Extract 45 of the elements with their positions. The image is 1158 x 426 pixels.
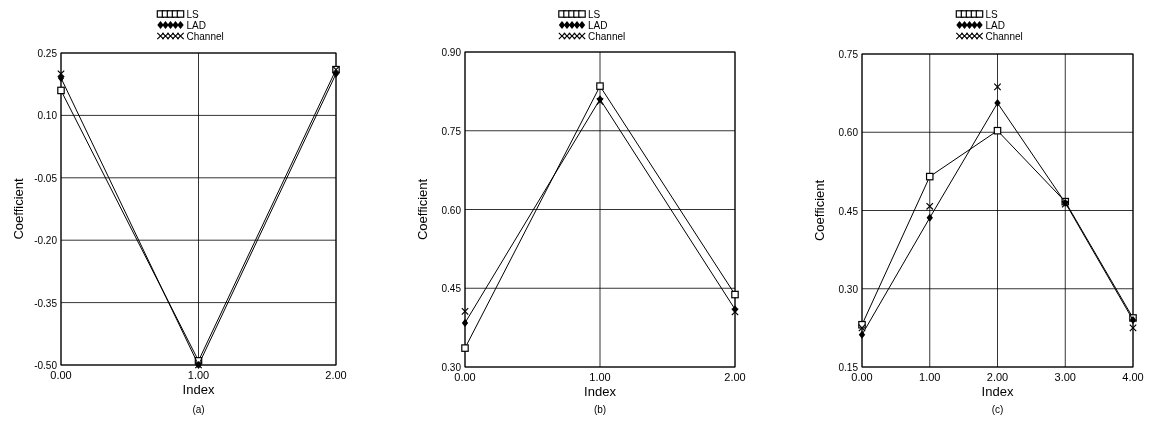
x-axis-title: Index [981, 384, 1014, 399]
text: (a) [192, 404, 205, 415]
y-tick-label: 0.90 [441, 47, 462, 58]
y-tick-label: 0.60 [441, 204, 462, 216]
x-tick-label: 1.00 [589, 371, 611, 383]
x-tick-label: 4.00 [1122, 371, 1144, 383]
text: (c) [991, 404, 1004, 415]
legend-label: Channel [186, 31, 224, 42]
y-tick-label: 0.10 [37, 110, 58, 122]
legend-label: LAD [985, 20, 1005, 31]
y-tick-label: 0.25 [37, 48, 58, 59]
x-tick-label: 1.00 [919, 371, 941, 383]
x-tick-label: 2.00 [986, 371, 1009, 383]
y-tick-label: 0.15 [838, 362, 859, 373]
text: (b) [593, 404, 607, 415]
y-tick-label: -0.20 [34, 235, 58, 247]
legend-label: Channel [985, 31, 1023, 42]
x-axis-title: Index [584, 384, 617, 399]
x-tick-label: 0.00 [851, 371, 873, 383]
y-axis-title: Coefficient [812, 179, 827, 242]
y-tick-label: 0.45 [441, 283, 462, 295]
y-tick-label: -0.05 [34, 172, 58, 184]
legend-label: Channel [588, 31, 626, 42]
x-tick-label: 2.00 [724, 371, 746, 383]
legend-label: LAD [186, 20, 206, 31]
legend-label: LS [985, 9, 999, 20]
y-tick-label: 0.30 [441, 362, 462, 373]
y-tick-label: 0.75 [838, 49, 859, 60]
x-tick-label: 1.00 [187, 369, 210, 381]
y-tick-label: 0.45 [838, 205, 859, 217]
legend-label: LAD [588, 20, 608, 31]
legend-label: LS [186, 9, 200, 20]
x-tick-label: 2.00 [325, 369, 347, 381]
y-tick-label: -0.50 [34, 360, 58, 371]
y-axis-title: Coefficient [11, 178, 26, 240]
x-tick-label: 3.00 [1054, 371, 1076, 383]
x-tick-label: 0.00 [50, 369, 72, 381]
y-tick-label: -0.35 [34, 297, 58, 309]
legend-label: LS [588, 9, 601, 20]
x-tick-label: 0.00 [454, 371, 476, 383]
y-tick-label: 0.60 [838, 127, 859, 139]
x-axis-title: Index [182, 382, 215, 397]
y-tick-label: 0.75 [441, 125, 462, 137]
y-tick-label: 0.30 [838, 283, 859, 295]
y-axis-title: Coefficient [415, 178, 430, 241]
